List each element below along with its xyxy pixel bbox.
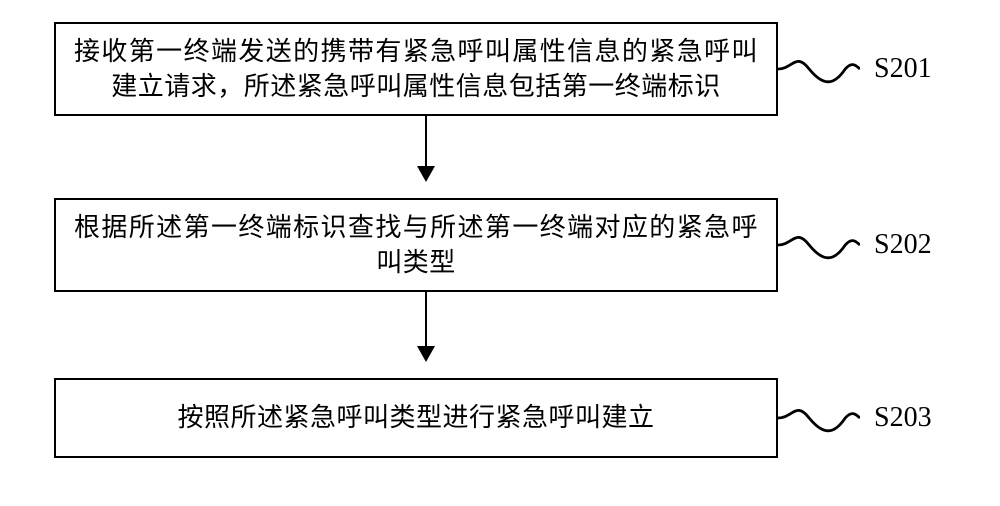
flow-step: 根据所述第一终端标识查找与所述第一终端对应的紧急呼叫类型 xyxy=(54,198,778,292)
wave-connector xyxy=(778,226,860,264)
flow-step: 按照所述紧急呼叫类型进行紧急呼叫建立 xyxy=(54,378,778,458)
flow-step-text: 根据所述第一终端标识查找与所述第一终端对应的紧急呼叫类型 xyxy=(74,210,758,280)
flowchart-canvas: 接收第一终端发送的携带有紧急呼叫属性信息的紧急呼叫建立请求，所述紧急呼叫属性信息… xyxy=(0,0,1000,506)
arrow-head-icon xyxy=(417,346,435,362)
flow-arrow xyxy=(416,292,436,362)
flow-step: 接收第一终端发送的携带有紧急呼叫属性信息的紧急呼叫建立请求，所述紧急呼叫属性信息… xyxy=(54,22,778,116)
step-label: S203 xyxy=(874,402,932,434)
flow-step-text: 按照所述紧急呼叫类型进行紧急呼叫建立 xyxy=(177,400,654,435)
arrow-shaft xyxy=(425,292,428,348)
wave-connector xyxy=(778,50,860,88)
step-label: S202 xyxy=(874,229,932,261)
arrow-head-icon xyxy=(417,166,435,182)
step-label: S201 xyxy=(874,53,932,85)
flow-arrow xyxy=(416,116,436,182)
wave-connector xyxy=(778,399,860,437)
flow-step-text: 接收第一终端发送的携带有紧急呼叫属性信息的紧急呼叫建立请求，所述紧急呼叫属性信息… xyxy=(74,34,758,104)
arrow-shaft xyxy=(425,116,428,168)
